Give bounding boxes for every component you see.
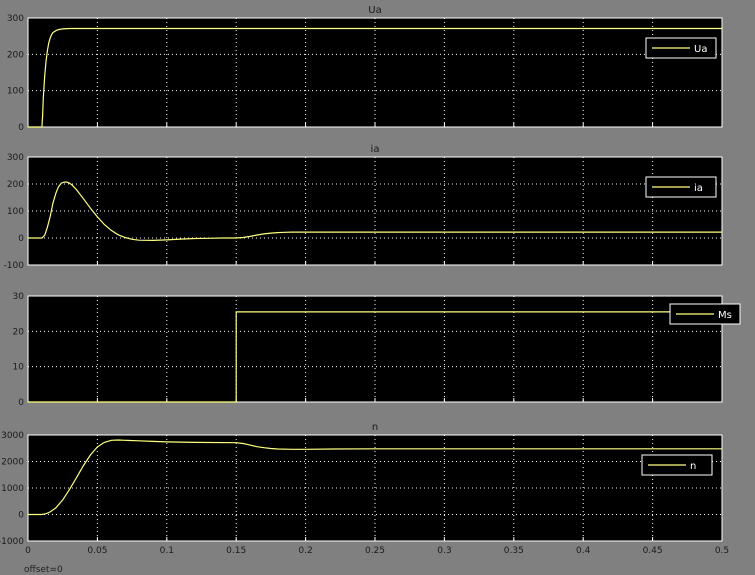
y-tick-label: -100: [4, 261, 25, 271]
axes-panel-2: ia -100 0 100 200 300 ia: [4, 144, 723, 271]
y-tick-label: 200: [7, 180, 24, 190]
y-tick-label: 100: [7, 87, 24, 97]
x-tick-label: 0.25: [365, 546, 385, 556]
x-tick-label: 0.15: [226, 546, 246, 556]
y-tick-label: 1000: [1, 484, 24, 494]
legend[interactable]: n: [641, 454, 713, 476]
y-tick-label: 2000: [1, 458, 24, 468]
series-line-ua: [28, 27, 722, 128]
y-tick-label: 100: [7, 207, 24, 217]
panel-title: n: [372, 422, 378, 433]
y-tick-label: -1000: [0, 537, 24, 547]
x-tick-label: 0.35: [504, 546, 524, 556]
y-tick-label: 3000: [1, 431, 24, 441]
panel-title: ia: [371, 144, 380, 155]
x-tick-label: 0.5: [715, 546, 729, 556]
x-tick-label: 0: [25, 546, 31, 556]
y-tick-label: 200: [7, 50, 24, 60]
x-tick-label: 0.4: [576, 546, 591, 556]
x-tick-label: 0.3: [437, 546, 451, 556]
plot-area: [27, 17, 723, 128]
legend-label: Ms: [718, 310, 732, 321]
x-tick-label: 0.45: [643, 546, 663, 556]
y-tick-label: 30: [13, 292, 25, 302]
legend[interactable]: Ua: [645, 37, 717, 59]
axes-panel-1: Ua 0 100 200 300 Ua: [7, 5, 723, 133]
y-tick-label: 300: [7, 153, 24, 163]
legend-label: ia: [694, 183, 703, 194]
y-tick-label: 0: [18, 123, 24, 133]
x-tick-label: 0.05: [87, 546, 107, 556]
y-tick-label: 300: [7, 14, 24, 24]
y-tick-label: 0: [18, 511, 24, 521]
y-tick-label: 10: [13, 363, 25, 373]
legend-label: n: [690, 461, 696, 472]
series-line-n: [28, 439, 722, 516]
x-tick-label: 0.2: [298, 546, 312, 556]
legend[interactable]: ia: [645, 176, 717, 198]
panel-title: Ua: [368, 5, 381, 16]
x-tick-label: 0.1: [160, 546, 174, 556]
y-tick-label: 0: [18, 398, 24, 408]
legend[interactable]: Ms: [669, 303, 741, 325]
legend-label: Ua: [694, 44, 707, 55]
series-line-ms: [28, 311, 722, 403]
series-line-ia: [28, 181, 722, 242]
axes-panel-3: 0 10 20 30 Ms: [13, 292, 741, 408]
y-tick-label: 0: [18, 234, 24, 244]
footer-text: offset=0: [24, 565, 63, 575]
y-tick-label: 20: [13, 327, 25, 337]
